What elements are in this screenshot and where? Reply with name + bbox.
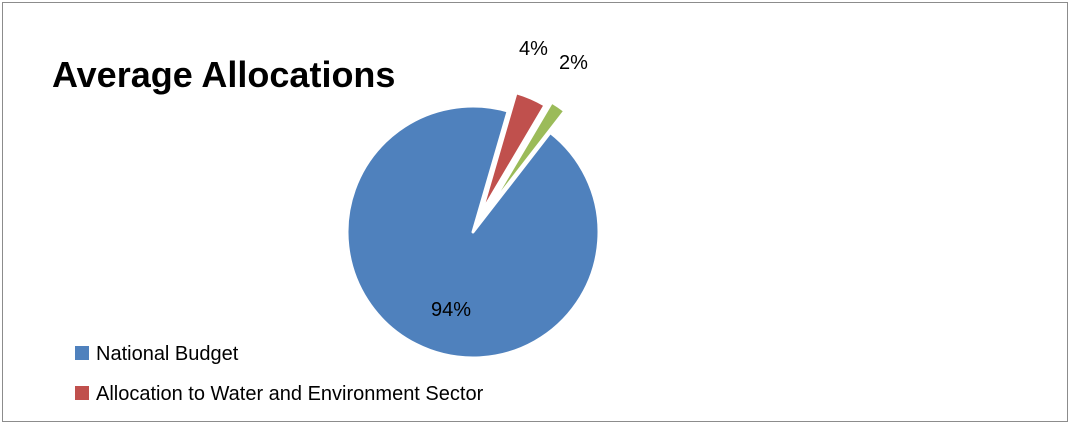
legend-swatch-national-budget bbox=[75, 346, 89, 360]
data-label-2: 2% bbox=[559, 52, 588, 74]
data-label-0: 94% bbox=[431, 299, 471, 321]
legend-swatch-water-environment bbox=[75, 386, 89, 400]
chart-title: Average Allocations bbox=[52, 54, 395, 95]
pie-slices bbox=[345, 91, 601, 360]
pie-slice-0 bbox=[345, 104, 601, 360]
pie-slice-1 bbox=[479, 91, 547, 216]
pie-slice-2 bbox=[486, 100, 567, 212]
legend-label-national-budget: National Budget bbox=[96, 343, 239, 365]
data-label-1: 4% bbox=[519, 38, 548, 60]
legend: National Budget Allocation to Water and … bbox=[75, 343, 484, 405]
legend-label-water-environment: Allocation to Water and Environment Sect… bbox=[96, 383, 484, 405]
pie-data-labels: 94% 4% 2% bbox=[431, 38, 588, 321]
